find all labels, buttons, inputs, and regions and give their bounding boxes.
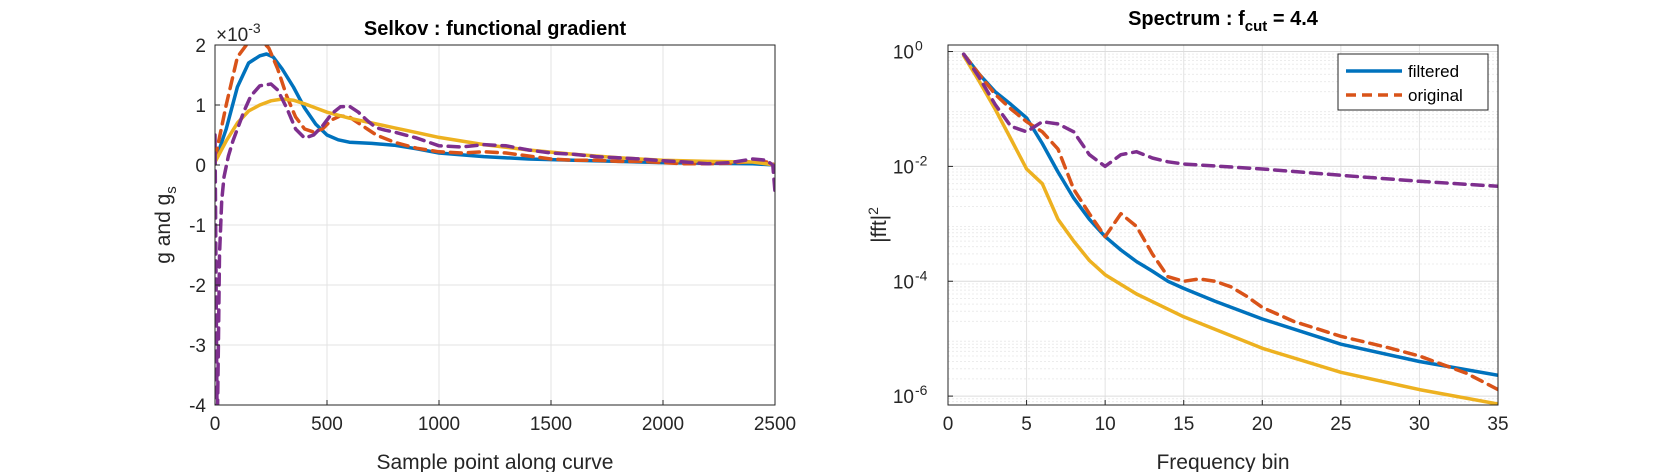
chart-2-series-line-1 bbox=[961, 52, 1498, 378]
chart-2-x-tick-label: 10 bbox=[1095, 414, 1116, 435]
legend-box bbox=[1337, 53, 1489, 111]
chart-2-y-tick-exponent: -6 bbox=[915, 382, 928, 398]
chart-2-x-tick-label: 5 bbox=[1021, 414, 1032, 435]
chart-2-y-tick-exponent: -2 bbox=[915, 152, 928, 168]
chart-1-x-tick-label: 1000 bbox=[418, 414, 460, 435]
chart-2-y-label-sup: 2 bbox=[865, 207, 881, 215]
chart-1-y-tick-label: -4 bbox=[189, 396, 206, 417]
chart-2-x-tick-label: 20 bbox=[1252, 414, 1273, 435]
chart-1-y-tick-label: 0 bbox=[195, 156, 206, 177]
chart-1-y-axis-label: g and gs bbox=[152, 186, 180, 264]
chart-2-title: Spectrum : fcut = 4.4 bbox=[1128, 8, 1319, 35]
chart-2-axes-box bbox=[947, 44, 1499, 406]
chart-1-x-tick-label: 2500 bbox=[754, 414, 796, 435]
chart-1-y-tick-label: -1 bbox=[189, 216, 206, 237]
chart-1-series bbox=[215, 45, 775, 405]
chart-2-x-tick-label: 35 bbox=[1487, 414, 1508, 435]
chart-1-exponent-prefix: ×10 bbox=[216, 25, 248, 46]
chart-2-series-line-2 bbox=[961, 52, 1498, 392]
chart-2-series-line-4 bbox=[961, 52, 1498, 189]
chart-2-y-tick-exponent: -4 bbox=[915, 267, 928, 283]
chart-2-y-label-main: |fft| bbox=[868, 215, 891, 243]
chart-2-y-axis-label: |fft|2 bbox=[865, 207, 891, 243]
chart-1-y-tick-label: -2 bbox=[189, 276, 206, 297]
chart-2-x-axis-label: Frequency bin bbox=[1156, 451, 1289, 472]
chart-2-legend: filtered original bbox=[1337, 53, 1489, 111]
chart-1-series-line-4 bbox=[215, 82, 775, 405]
chart-2-y-tick-exponent: 0 bbox=[915, 38, 923, 54]
chart-1-series-line-2 bbox=[215, 45, 775, 167]
chart-2-y-tick-label: 10 bbox=[893, 43, 914, 64]
chart-2-title-sub: cut bbox=[1245, 18, 1268, 35]
chart-1-exponent-power: -3 bbox=[248, 20, 261, 36]
chart-1-y-label-main: g and g bbox=[152, 194, 175, 264]
chart-2-y-tick-label: 10 bbox=[893, 387, 914, 408]
chart-2-x-tick-label: 30 bbox=[1409, 414, 1430, 435]
chart-2-title-suffix: = 4.4 bbox=[1267, 8, 1318, 30]
chart-1-y-tick-label: 1 bbox=[195, 96, 206, 117]
chart-2-title-main: Spectrum : f bbox=[1128, 8, 1245, 30]
chart-2-y-tick-label: 10 bbox=[893, 157, 914, 178]
chart-2-series-line-3 bbox=[961, 53, 1498, 405]
chart-1-grid bbox=[214, 44, 776, 406]
chart-1-x-tick-label: 0 bbox=[210, 414, 221, 435]
chart-1-x-tick-label: 2000 bbox=[642, 414, 684, 435]
chart-2-series bbox=[961, 52, 1498, 405]
chart-2-y-tick-label: 10 bbox=[893, 272, 914, 293]
chart-2-x-tick-label: 0 bbox=[943, 414, 954, 435]
legend-label-original: original bbox=[1408, 86, 1463, 105]
chart-1-exponent: ×10-3 bbox=[216, 20, 261, 46]
chart-1-x-tick-label: 1500 bbox=[530, 414, 572, 435]
chart-2-x-tick-label: 25 bbox=[1330, 414, 1351, 435]
chart-1-ticks: 0 500 1000 1500 2000 2500 -4 -3 -2 -1 0 1 2 bbox=[189, 36, 796, 435]
chart-2-x-tick-label: 15 bbox=[1173, 414, 1194, 435]
chart-1-title: Selkov : functional gradient bbox=[364, 18, 627, 40]
chart-1-y-tick-label: 2 bbox=[195, 36, 206, 57]
chart-1-x-axis-label: Sample point along curve bbox=[377, 451, 614, 472]
chart-1-y-tick-label: -3 bbox=[189, 336, 206, 357]
chart-1-x-tick-label: 500 bbox=[311, 414, 343, 435]
chart-1-y-label-sub: s bbox=[163, 186, 180, 194]
legend-label-filtered: filtered bbox=[1408, 62, 1459, 81]
chart-selkov-gradient: 0 500 1000 1500 2000 2500 -4 -3 -2 -1 0 1 2 Selkov :… bbox=[152, 18, 796, 472]
